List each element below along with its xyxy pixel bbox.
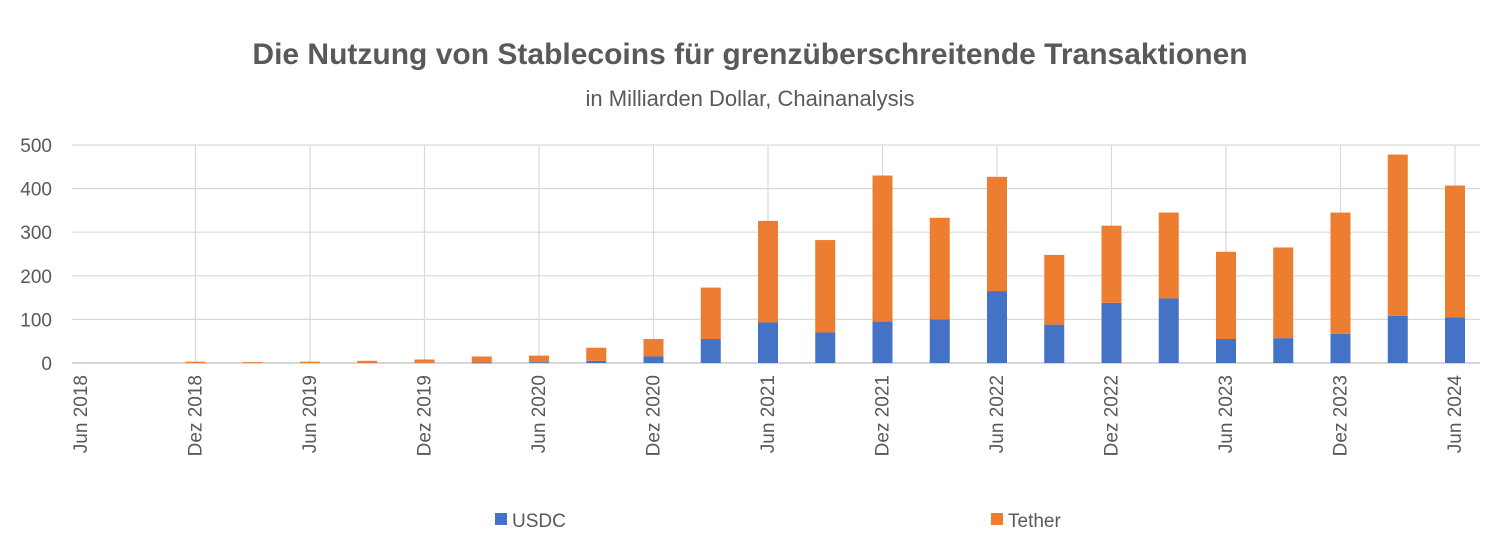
bar-usdc-sep-2022: [1044, 324, 1065, 363]
x-tick-label: Jun 2019: [300, 375, 321, 453]
x-tick-label: Dez 2020: [644, 375, 665, 456]
bars: [185, 154, 1465, 364]
y-tick-label: 100: [20, 310, 52, 331]
bar-usdc-sep-2020: [586, 360, 607, 363]
bar-tether-jun-2024: [1445, 185, 1465, 318]
bar-tether-mar-2022: [929, 217, 950, 320]
y-tick-label: 0: [41, 354, 52, 375]
y-tick-label: 300: [20, 223, 52, 244]
bar-usdc-jun-2022: [987, 291, 1007, 363]
bar-tether-mar-2021: [700, 287, 721, 340]
legend-swatch-usdc: [495, 513, 507, 525]
bar-usdc-mar-2021: [700, 339, 721, 363]
bar-usdc-dez-2021: [872, 321, 893, 363]
legend-label-usdc: USDC: [512, 511, 566, 532]
bar-tether-sep-2019: [357, 360, 378, 363]
bar-tether-dez-2019: [414, 359, 435, 363]
bar-usdc-jun-2020: [529, 362, 549, 363]
bar-tether-sep-2020: [586, 347, 607, 361]
x-tick-label: Dez 2021: [873, 375, 894, 456]
x-tick-label: Jun 2024: [1445, 375, 1466, 454]
bar-usdc-mar-2023: [1158, 298, 1179, 363]
bar-tether-dez-2021: [872, 175, 893, 322]
x-tick-label: Jun 2020: [529, 375, 550, 453]
bar-tether-dez-2023: [1330, 212, 1351, 334]
legend: USDC Tether: [495, 511, 1061, 532]
bar-usdc-sep-2021: [815, 332, 836, 363]
bar-tether-sep-2022: [1044, 254, 1065, 325]
bar-usdc-jun-2023: [1216, 339, 1236, 363]
bar-usdc-mar-2024: [1387, 315, 1408, 363]
y-axis-ticks: 0 100 200 300 400 500: [20, 136, 52, 375]
bar-usdc-sep-2023: [1273, 338, 1294, 363]
legend-swatch-tether: [991, 513, 1003, 525]
x-tick-label: Dez 2023: [1331, 375, 1352, 456]
legend-label-tether: Tether: [1008, 511, 1061, 532]
bar-tether-sep-2021: [815, 240, 836, 333]
x-tick-label: Dez 2019: [415, 375, 436, 456]
bar-tether-jun-2019: [300, 361, 320, 363]
bar-usdc-mar-2020: [471, 362, 492, 364]
x-tick-label: Jun 2021: [758, 375, 779, 453]
bar-usdc-dez-2023: [1330, 333, 1351, 363]
bar-tether-jun-2022: [987, 176, 1007, 292]
bar-usdc-dez-2022: [1101, 302, 1122, 363]
bar-tether-mar-2020: [471, 356, 492, 363]
bar-tether-mar-2023: [1158, 212, 1179, 299]
x-tick-label: Dez 2018: [186, 375, 207, 456]
x-tick-label: Jun 2023: [1216, 375, 1237, 453]
bar-tether-mar-2019: [242, 362, 263, 363]
x-tick-label: Dez 2022: [1102, 375, 1123, 456]
bar-usdc-jun-2021: [758, 322, 778, 363]
bar-tether-dez-2020: [643, 339, 664, 357]
y-tick-label: 400: [20, 180, 52, 201]
bar-tether-jun-2020: [529, 355, 549, 363]
x-tick-label: Jun 2022: [987, 375, 1008, 453]
bar-usdc-jun-2024: [1445, 317, 1465, 363]
bar-tether-jun-2021: [758, 220, 778, 323]
chart-subtitle: in Milliarden Dollar, Chainanalysis: [585, 86, 915, 111]
bar-tether-mar-2024: [1387, 154, 1408, 316]
x-axis-ticks: Jun 2018 Dez 2018 Jun 2019 Dez 2019 Jun 2020…: [71, 375, 1466, 457]
x-tick-label: Jun 2018: [71, 375, 92, 453]
bar-tether-jun-2023: [1216, 251, 1236, 340]
bar-tether-dez-2022: [1101, 225, 1122, 303]
y-tick-label: 200: [20, 267, 52, 288]
bar-tether-dez-2018: [185, 361, 206, 363]
bar-usdc-dez-2020: [643, 356, 664, 363]
chart-title: Die Nutzung von Stablecoins für grenzübe…: [252, 38, 1248, 71]
bar-usdc-mar-2022: [929, 319, 950, 363]
y-tick-label: 500: [20, 136, 52, 157]
bar-tether-sep-2023: [1273, 247, 1294, 339]
